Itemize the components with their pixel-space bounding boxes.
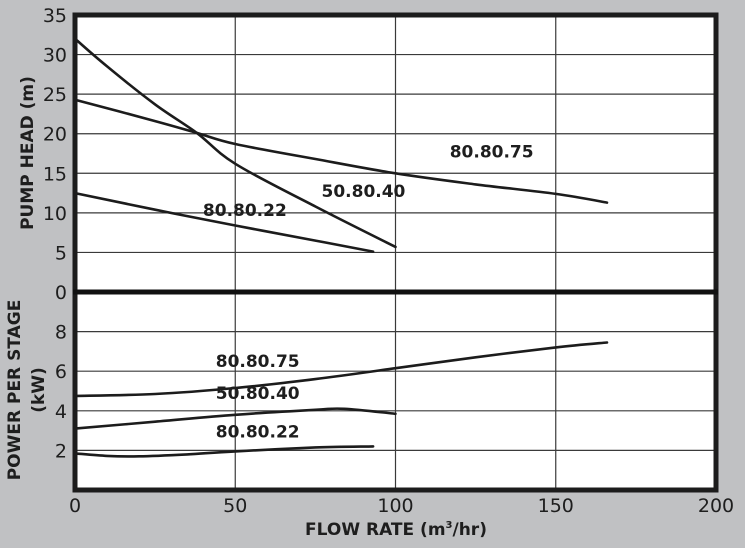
x-axis-title-end: /hr) <box>453 520 487 540</box>
flow-axis-ticks: 0 50 100 150 200 <box>69 495 734 517</box>
y-tick-label: 15 <box>43 163 67 185</box>
series-labels: 80.80.75 50.80.40 80.80.22 80.80.75 50.80.40… <box>203 142 534 442</box>
x-tick-label: 150 <box>538 495 574 517</box>
curve-bottom-80-80-22 <box>73 445 375 458</box>
y-tick-label: 5 <box>55 242 67 264</box>
x-tick-label: 0 <box>69 495 81 517</box>
series-label-80-80-22: 80.80.22 <box>203 201 287 221</box>
y-tick-label: 30 <box>43 45 67 67</box>
bottom-gridlines <box>75 292 716 490</box>
series-label-80-80-22: 80.80.22 <box>216 423 300 443</box>
x-tick-label: 200 <box>698 495 734 517</box>
y-tick-label: 2 <box>55 440 67 462</box>
series-label-50-80-40: 50.80.40 <box>216 384 300 404</box>
y-tick-label: 20 <box>43 124 67 146</box>
y-tick-label: 0 <box>55 282 67 304</box>
series-label-80-80-75: 80.80.75 <box>216 352 300 372</box>
curve-top-80-80-75 <box>73 98 609 204</box>
y-axis-title-power-line2: (kW) <box>29 367 49 413</box>
x-axis-title: FLOW RATE (m3/hr) <box>305 520 487 540</box>
x-tick-label: 100 <box>377 495 413 517</box>
power-curves <box>73 341 609 458</box>
y-axis-title-head: PUMP HEAD (m) <box>18 76 38 230</box>
series-label-80-80-75: 80.80.75 <box>450 142 534 162</box>
top-gridlines <box>75 15 716 292</box>
head-curves <box>73 37 609 253</box>
curve-top-50-80-40 <box>73 37 397 249</box>
y-tick-label: 6 <box>55 361 67 383</box>
curve-top-80-80-22 <box>73 191 375 253</box>
y-tick-label: 35 <box>43 5 67 27</box>
x-tick-label: 50 <box>223 495 247 517</box>
curve-bottom-80-80-75 <box>73 341 609 398</box>
curve-bottom-50-80-40 <box>73 407 397 430</box>
y-tick-label: 25 <box>43 84 67 106</box>
y-tick-label: 8 <box>55 322 67 344</box>
head-axis-ticks: 0 5 10 15 20 25 30 35 <box>43 5 67 304</box>
x-axis-title-main: FLOW RATE (m <box>305 520 446 540</box>
series-label-50-80-40: 50.80.40 <box>322 182 406 202</box>
y-tick-label: 10 <box>43 203 67 225</box>
y-axis-title-power-line1: POWER PER STAGE <box>5 300 25 481</box>
y-tick-label: 4 <box>55 401 67 423</box>
plot-frame <box>72 12 719 493</box>
power-axis-ticks: 2 4 6 8 <box>55 322 67 463</box>
x-axis-title-sup: 3 <box>446 520 453 531</box>
